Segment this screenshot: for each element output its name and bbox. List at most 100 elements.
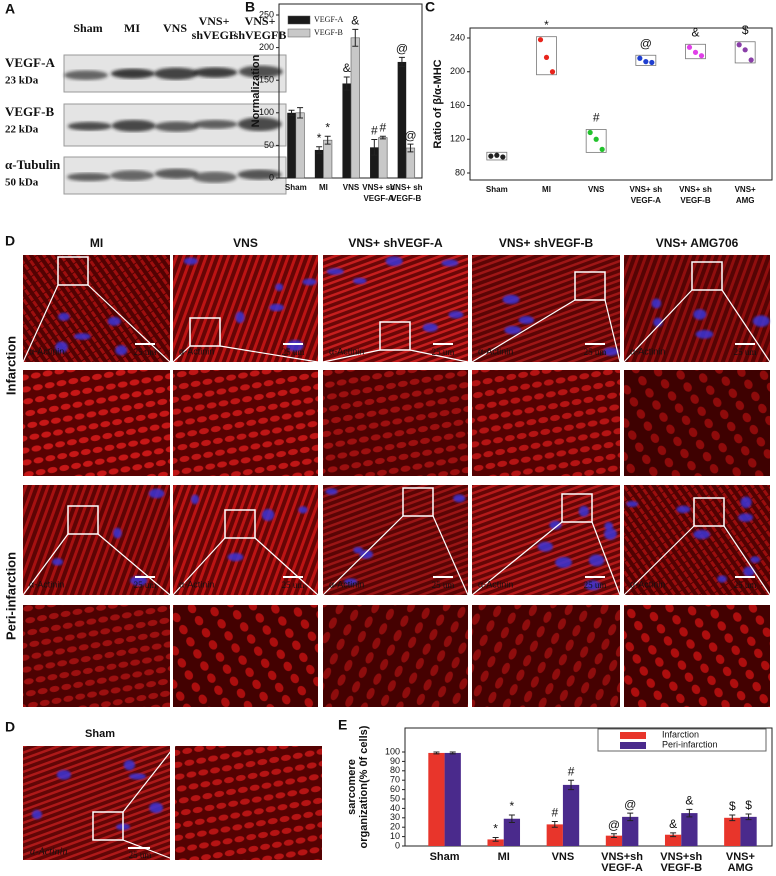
error-bar (407, 143, 414, 153)
nucleus (422, 323, 438, 333)
y-tick-label: 20 (390, 822, 400, 832)
micrograph (23, 370, 170, 476)
column-title: VNS+ AMG706 (656, 236, 739, 250)
nucleus (113, 527, 122, 539)
micrograph (175, 746, 322, 860)
y-tick-label: 0 (269, 172, 274, 182)
nucleus (325, 488, 338, 495)
nucleus (128, 773, 147, 780)
error-bar (449, 751, 456, 755)
scale-label: 25 um (282, 580, 305, 590)
nucleus (56, 769, 71, 780)
x-tick-label: VNS (343, 183, 360, 192)
nucleus (743, 566, 755, 577)
zoom-box (693, 497, 725, 527)
nucleus (58, 312, 70, 321)
stain-label: α-Actinin (329, 579, 364, 589)
x-tick-label: Sham (285, 183, 307, 192)
nucleus (588, 554, 605, 567)
error-bar (568, 779, 575, 791)
stain-label: α-Actinin (630, 579, 665, 589)
nucleus (738, 513, 754, 522)
nucleus (31, 809, 43, 820)
bar (323, 139, 333, 179)
x-tick-label: VNS (552, 851, 575, 863)
annotation: $ (729, 799, 736, 813)
error-bar (433, 751, 440, 755)
stain-label: α-Actinin (29, 579, 64, 589)
nucleus (651, 298, 662, 309)
error-bar (324, 135, 331, 145)
y-tick-label: 250 (259, 9, 274, 19)
micrograph-bg (23, 605, 170, 707)
scale-label: 25 um (432, 580, 455, 590)
plot-frame (469, 27, 773, 181)
zoom-line (604, 299, 621, 363)
legend-swatch (620, 742, 646, 749)
legend-label: Peri-infarction (662, 739, 718, 749)
zoom-line (471, 521, 563, 596)
scale-label: 25 um (134, 347, 157, 357)
legend-label: Infarction (662, 729, 699, 739)
micrograph-shade (23, 370, 170, 476)
micrograph (624, 605, 770, 707)
box (635, 54, 657, 66)
nucleus (130, 575, 148, 586)
micrograph-bg (173, 370, 318, 476)
bar (622, 816, 639, 846)
bar (503, 818, 521, 846)
blot-band (192, 171, 237, 183)
x-tick-label: VNS+ sh (629, 185, 662, 194)
zoom-line (591, 521, 621, 596)
point (692, 49, 699, 55)
bar (350, 37, 360, 179)
nucleus (693, 529, 711, 540)
bar (681, 813, 698, 846)
zoom-box (402, 487, 434, 517)
error-bar (297, 107, 304, 119)
nucleus (604, 522, 614, 531)
error-bar (745, 813, 752, 821)
nucleus (578, 505, 590, 517)
box (536, 36, 557, 76)
annotation: & (691, 25, 699, 39)
y-axis-label: sarcomere (346, 759, 358, 815)
error-bar (316, 146, 323, 154)
x-tick-label: MI (542, 185, 551, 194)
annotation: @ (640, 36, 652, 50)
bar (487, 839, 504, 846)
micrograph-bg (624, 605, 770, 707)
micrograph-shade (323, 370, 468, 476)
point (599, 146, 605, 152)
annotation: # (593, 111, 600, 125)
column-title: MI (90, 236, 103, 250)
nucleus (752, 315, 770, 327)
nucleus (626, 500, 639, 507)
row-label: Infarction (3, 336, 18, 395)
x-tick-label: VNS (588, 185, 605, 194)
y-tick-label: 160 (450, 100, 465, 110)
nucleus (717, 575, 727, 583)
lane-label: MI (124, 21, 140, 35)
x-tick-label: VNS+sh (601, 851, 643, 863)
nucleus (359, 549, 373, 559)
nucleus (549, 520, 562, 530)
point (587, 129, 593, 136)
zoom-line (122, 745, 176, 813)
nucleus (298, 506, 308, 514)
annotation: & (351, 14, 359, 28)
y-tick-label: 100 (385, 746, 400, 756)
nucleus (227, 552, 244, 562)
y-tick-label: 30 (390, 812, 400, 822)
zoom-line (471, 299, 576, 363)
zoom-box (224, 509, 256, 539)
nucleus (123, 759, 136, 771)
annotation: @ (396, 42, 408, 56)
zoom-box (574, 271, 606, 301)
panel-title: Sham (85, 728, 115, 740)
x-tick-label: VEGF-A (601, 862, 643, 874)
nucleus (676, 505, 691, 514)
stain-label: α-Actinin (630, 346, 665, 356)
point (537, 37, 544, 43)
zoom-box (189, 317, 221, 347)
